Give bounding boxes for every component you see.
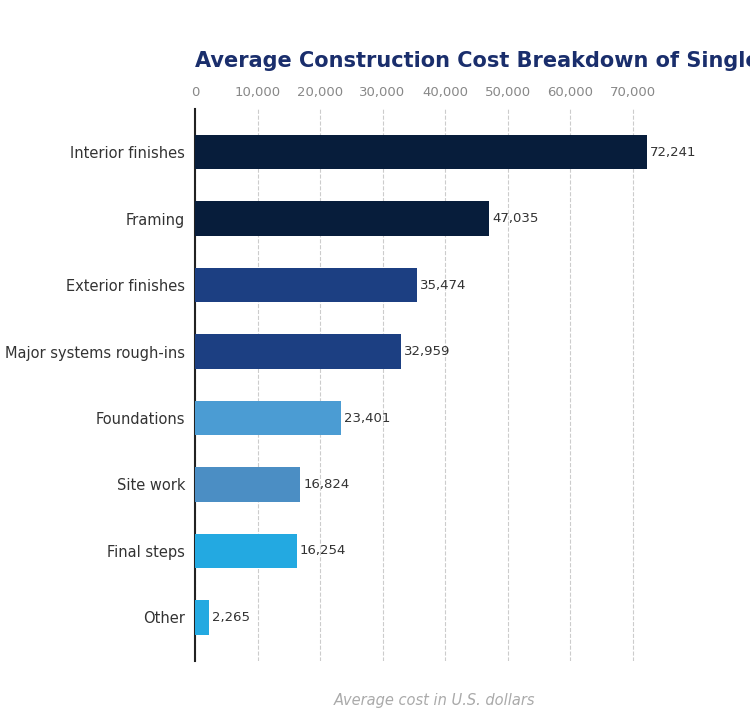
Text: Average cost in U.S. dollars: Average cost in U.S. dollars <box>334 693 536 708</box>
Bar <box>195 534 296 568</box>
Text: 2,265: 2,265 <box>212 611 250 624</box>
Bar <box>195 201 489 236</box>
Bar <box>195 135 646 169</box>
Bar <box>195 268 417 302</box>
Bar <box>195 600 209 635</box>
Bar <box>195 334 401 369</box>
Text: 47,035: 47,035 <box>492 212 538 225</box>
Bar <box>195 401 341 436</box>
Text: 32,959: 32,959 <box>404 345 451 358</box>
Text: 72,241: 72,241 <box>650 146 696 158</box>
Text: 16,824: 16,824 <box>303 478 350 491</box>
Text: 35,474: 35,474 <box>420 279 466 292</box>
Bar <box>195 468 300 502</box>
Text: 23,401: 23,401 <box>344 412 391 425</box>
Text: 16,254: 16,254 <box>300 544 346 558</box>
Text: Average Construction Cost Breakdown of Single Family Homes: Average Construction Cost Breakdown of S… <box>195 51 750 70</box>
